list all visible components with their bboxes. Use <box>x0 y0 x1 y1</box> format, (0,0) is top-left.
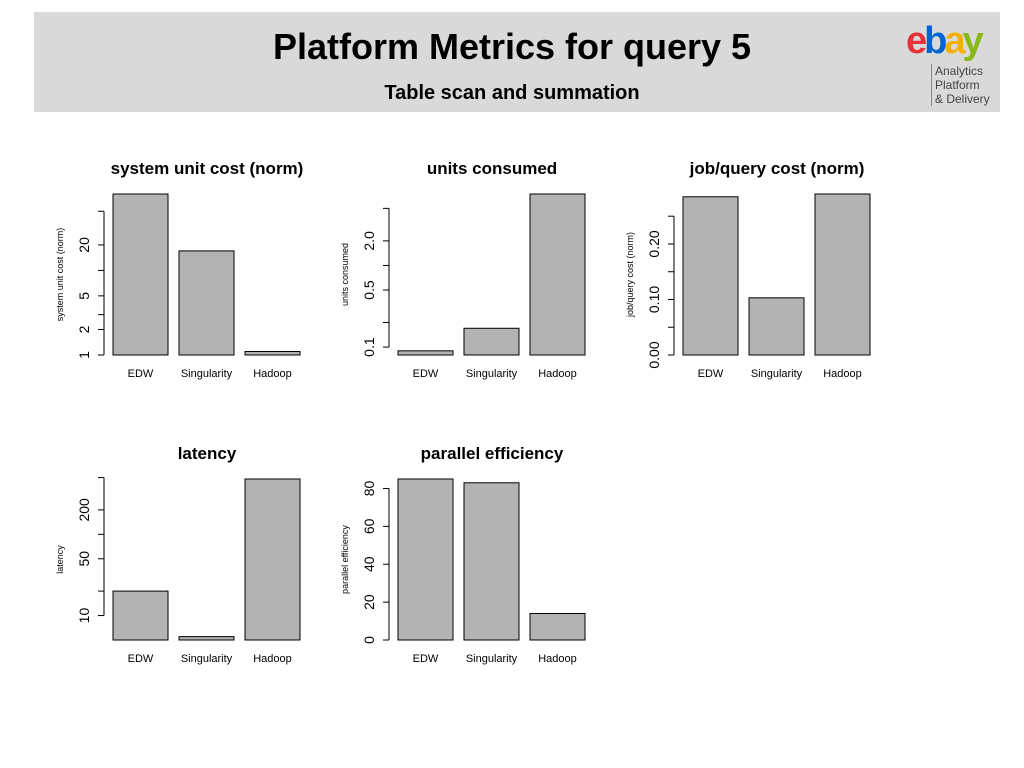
bar-singularity <box>178 250 235 356</box>
logo-tagline: Analytics Platform & Delivery <box>931 64 1005 106</box>
logo-tagline-line: Analytics <box>935 64 984 78</box>
bar-singularity <box>463 327 520 356</box>
y-axis-label: system unit cost (norm) <box>55 228 65 322</box>
y-tick-label: 0.1 <box>361 337 377 357</box>
logo-tagline-line: Platform <box>935 78 980 92</box>
bar-singularity <box>748 297 805 356</box>
chart-units-consumed: units consumed units consumed 0.1 0.5 2.0 EDW… <box>340 159 586 380</box>
x-category-label: Singularity <box>181 368 233 380</box>
x-category-label: EDW <box>413 368 439 380</box>
y-tick-label: 0.00 <box>646 341 662 368</box>
y-tick-label: 5 <box>76 292 92 300</box>
y-tick-label: 0.5 <box>361 280 377 300</box>
y-tick-label: 2.0 <box>361 231 377 251</box>
chart-title: system unit cost (norm) <box>111 159 304 178</box>
x-category-label: Hadoop <box>538 653 577 665</box>
x-category-label: Singularity <box>181 653 233 665</box>
x-category-label: EDW <box>128 653 154 665</box>
x-category-label: EDW <box>698 368 724 380</box>
logo-letter-e: e <box>906 20 927 62</box>
chart-job-query-cost: job/query cost (norm) job/query cost (nor… <box>625 159 871 380</box>
x-category-label: Singularity <box>466 653 518 665</box>
y-tick-label: 2 <box>76 325 92 333</box>
chart-title: parallel efficiency <box>421 444 564 463</box>
chart-parallel-efficiency: parallel efficiency parallel efficiency 0 2… <box>340 444 586 665</box>
bar-hadoop <box>244 478 301 641</box>
bar-edw <box>397 350 454 356</box>
bar-hadoop <box>529 193 586 356</box>
y-tick-label: 1 <box>76 351 92 359</box>
ebay-wordmark: ebay <box>906 20 984 62</box>
y-tick-label: 0.20 <box>646 230 662 257</box>
y-tick-label: 80 <box>361 480 377 496</box>
x-category-label: Singularity <box>751 368 803 380</box>
x-category-label: EDW <box>413 653 439 665</box>
x-category-label: Hadoop <box>538 368 577 380</box>
y-tick-label: 10 <box>76 608 92 624</box>
x-category-label: Hadoop <box>253 653 292 665</box>
page-subtitle: Table scan and summation <box>384 82 640 104</box>
bar-singularity <box>463 482 520 641</box>
bar-hadoop <box>814 193 871 356</box>
chart-title: latency <box>178 444 237 463</box>
y-tick-label: 200 <box>76 498 92 522</box>
bar-singularity <box>178 636 235 641</box>
bar-edw <box>112 193 169 356</box>
y-axis-label: latency <box>55 545 65 574</box>
y-axis-label: parallel efficiency <box>340 525 350 594</box>
x-category-label: Singularity <box>466 368 518 380</box>
bar-edw <box>397 478 454 641</box>
logo-letter-a: a <box>944 20 965 62</box>
bar-hadoop <box>529 612 586 641</box>
title-banner <box>34 12 1000 112</box>
chart-system-unit-cost: system unit cost (norm) system unit cost … <box>55 159 304 380</box>
bar-hadoop <box>244 350 301 356</box>
logo-letter-y: y <box>962 20 984 62</box>
y-tick-label: 0.10 <box>646 286 662 313</box>
bar-edw <box>112 590 169 641</box>
y-tick-label: 50 <box>76 551 92 567</box>
y-axis-label: units consumed <box>340 243 350 306</box>
chart-title: job/query cost (norm) <box>689 159 865 178</box>
x-category-label: Hadoop <box>253 368 292 380</box>
y-axis-label: job/query cost (norm) <box>625 232 635 318</box>
y-tick-label: 60 <box>361 518 377 534</box>
chart-title: units consumed <box>427 159 557 178</box>
y-tick-label: 0 <box>361 636 377 644</box>
page-title: Platform Metrics for query 5 <box>272 26 752 67</box>
ebay-analytics-logo: ebay Analytics Platform & Delivery <box>906 20 1000 112</box>
y-tick-label: 40 <box>361 556 377 572</box>
y-tick-label: 20 <box>76 237 92 253</box>
bar-edw <box>682 196 739 356</box>
x-category-label: EDW <box>128 368 154 380</box>
x-category-label: Hadoop <box>823 368 862 380</box>
logo-tagline-line: & Delivery <box>935 92 990 106</box>
logo-letter-b: b <box>924 20 947 62</box>
chart-latency: latency latency 10 50 200 EDW Singularity Hadoo… <box>55 444 301 665</box>
y-tick-label: 20 <box>361 594 377 610</box>
